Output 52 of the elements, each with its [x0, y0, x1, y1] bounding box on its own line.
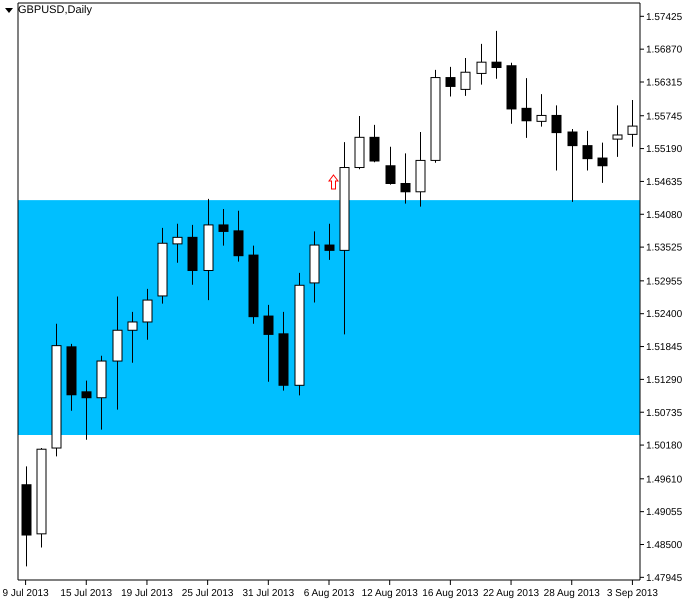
x-tick-label: 25 Jul 2013 — [182, 588, 234, 599]
y-tick-label: 1.50735 — [646, 408, 683, 419]
y-tick-label: 1.49055 — [646, 507, 683, 518]
y-tick-label: 1.54080 — [646, 210, 683, 221]
candlestick — [628, 100, 638, 148]
y-tick-label: 1.55745 — [646, 111, 683, 122]
candlestick — [142, 288, 152, 340]
candlestick — [218, 208, 228, 246]
y-tick-label: 1.51290 — [646, 374, 683, 386]
y-tick-label: 1.48500 — [646, 540, 683, 552]
x-tick-label: 22 Aug 2013 — [482, 588, 540, 599]
x-tick-label: 3 Sep 2013 — [606, 588, 658, 599]
chart-title: GBPUSD,Daily — [18, 4, 92, 16]
candlestick — [598, 142, 608, 184]
candlestick — [582, 130, 592, 171]
candlestick — [476, 43, 486, 86]
candlestick — [128, 311, 138, 364]
y-tick-label: 1.51845 — [646, 342, 683, 354]
candlestick — [172, 223, 182, 264]
candlestick — [400, 152, 410, 204]
x-tick-label: 19 Jul 2013 — [121, 588, 174, 599]
candlestick — [446, 66, 456, 98]
x-tick-label: 28 Aug 2013 — [544, 588, 600, 599]
x-tick-label: 6 Aug 2013 — [304, 588, 355, 599]
candlestick — [612, 104, 622, 158]
candlestick — [568, 128, 578, 202]
y-tick-label: 1.53525 — [646, 242, 683, 254]
y-tick-label: 1.56315 — [646, 78, 683, 89]
x-tick-label: 31 Jul 2013 — [242, 588, 295, 599]
candlestick — [460, 58, 470, 96]
candlestick — [536, 94, 546, 128]
y-tick-label: 1.55190 — [646, 144, 683, 156]
candlestick — [82, 380, 92, 440]
y-tick-label: 1.52955 — [646, 276, 683, 288]
candlestick — [324, 223, 334, 260]
y-tick-label: 1.57425 — [646, 12, 683, 23]
y-tick-label: 1.56870 — [646, 44, 683, 56]
candlestick — [492, 30, 502, 80]
y-tick-label: 1.54635 — [646, 176, 683, 188]
x-tick-label: 12 Aug 2013 — [362, 588, 418, 599]
y-tick-label: 1.50180 — [646, 440, 683, 452]
y-tick-label: 1.52400 — [646, 309, 683, 320]
x-tick-label: 15 Jul 2013 — [60, 588, 113, 599]
y-tick-label: 1.47945 — [646, 572, 683, 584]
x-tick-label: 16 Aug 2013 — [422, 588, 479, 599]
candlestick — [386, 146, 396, 186]
y-tick-label: 1.49610 — [646, 474, 683, 486]
candlestick — [552, 104, 562, 171]
candlestick — [370, 124, 380, 163]
candlestick — [522, 78, 532, 138]
x-tick-label: 9 Jul 2013 — [2, 588, 50, 599]
candlestick — [264, 304, 274, 382]
